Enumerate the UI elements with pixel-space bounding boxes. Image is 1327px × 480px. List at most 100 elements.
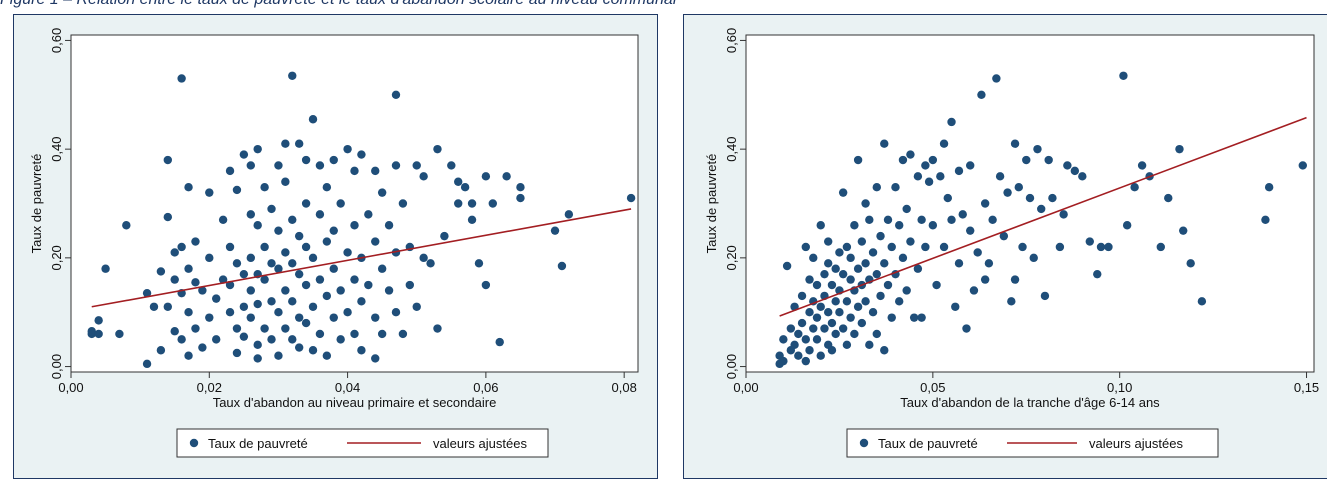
data-point: [315, 161, 325, 170]
data-point: [371, 166, 380, 176]
data-point: [921, 242, 930, 252]
data-point: [329, 313, 338, 322]
data-point: [831, 297, 840, 306]
data-point: [872, 329, 881, 339]
data-point: [253, 354, 262, 363]
data-point: [336, 199, 345, 208]
data-point: [861, 199, 870, 208]
x-tick-label: 0,00: [58, 380, 83, 395]
data-point: [1033, 144, 1042, 154]
data-point: [895, 297, 904, 306]
data-point: [838, 324, 848, 333]
data-point: [350, 166, 359, 176]
data-point: [812, 280, 822, 290]
data-point: [838, 269, 848, 279]
data-point: [398, 199, 408, 208]
data-point: [816, 351, 825, 360]
data-point: [928, 221, 938, 230]
data-point: [831, 264, 840, 273]
data-point: [343, 144, 352, 154]
data-point: [288, 297, 297, 306]
data-point: [447, 161, 456, 170]
data-point: [801, 356, 810, 366]
data-point: [966, 161, 975, 170]
data-point: [564, 210, 574, 219]
y-tick-label: 0,40: [724, 136, 739, 161]
legend-point-marker: [859, 438, 869, 448]
data-point: [350, 329, 359, 339]
data-point: [391, 308, 401, 317]
data-point: [350, 275, 359, 284]
data-point: [809, 253, 818, 263]
data-point: [170, 275, 179, 284]
data-point: [827, 280, 837, 290]
data-point: [225, 308, 235, 317]
data-point: [315, 275, 325, 284]
data-point: [1119, 71, 1128, 80]
data-point: [1014, 182, 1023, 192]
x-tick-label: 0,10: [1107, 380, 1132, 395]
y-tick-label: 0,00: [724, 354, 739, 379]
data-point: [861, 297, 870, 306]
data-point: [239, 302, 249, 311]
data-point: [260, 182, 269, 192]
data-point: [294, 139, 304, 148]
data-point: [868, 248, 878, 257]
data-point: [101, 264, 110, 273]
data-point: [805, 346, 814, 355]
data-point: [191, 237, 200, 246]
data-point: [315, 210, 325, 219]
data-point: [308, 253, 318, 263]
data-point: [797, 318, 807, 328]
data-point: [384, 221, 394, 230]
data-point: [801, 335, 810, 344]
x-axis-label: Taux d'abandon au niveau primaire et sec…: [213, 395, 497, 410]
data-point: [794, 329, 803, 339]
data-point: [391, 161, 401, 170]
data-point: [454, 199, 463, 208]
y-axis-label: Taux de pauvreté: [704, 154, 719, 254]
x-tick-label: 0,06: [473, 380, 498, 395]
data-point: [467, 199, 477, 208]
data-point: [384, 286, 394, 295]
data-point: [184, 264, 193, 273]
data-point: [1264, 182, 1274, 192]
data-point: [790, 340, 799, 350]
data-point: [626, 193, 636, 203]
data-point: [1164, 193, 1173, 203]
data-point: [301, 199, 311, 208]
data-point: [391, 248, 401, 257]
data-point: [170, 327, 179, 336]
data-point: [1048, 193, 1057, 203]
data-point: [260, 275, 269, 284]
data-point: [142, 359, 152, 369]
data-point: [988, 215, 997, 225]
data-point: [891, 182, 900, 192]
data-point: [142, 288, 152, 298]
data-point: [782, 261, 792, 271]
data-point: [412, 161, 421, 170]
left-scatter-chart: 0,00 0,20 0,40 0,60 0,00 0,02 0,04 0,06 0,08 Taux…: [29, 28, 639, 458]
data-point: [364, 280, 373, 290]
data-point: [779, 335, 788, 344]
data-point: [980, 275, 990, 284]
data-point: [156, 267, 166, 276]
data-point: [481, 172, 491, 181]
data-point: [816, 302, 825, 311]
data-point: [898, 155, 908, 165]
data-point: [371, 237, 380, 246]
data-point: [779, 356, 788, 366]
data-point: [824, 259, 833, 268]
data-point: [906, 150, 915, 159]
data-point: [876, 231, 885, 241]
data-point: [842, 297, 852, 306]
data-point: [820, 269, 829, 279]
data-point: [809, 324, 818, 333]
data-point: [827, 346, 837, 355]
data-point: [377, 264, 387, 273]
data-point: [205, 313, 214, 322]
data-point: [205, 188, 214, 197]
data-point: [246, 253, 255, 263]
data-point: [412, 302, 421, 311]
data-point: [816, 221, 825, 230]
